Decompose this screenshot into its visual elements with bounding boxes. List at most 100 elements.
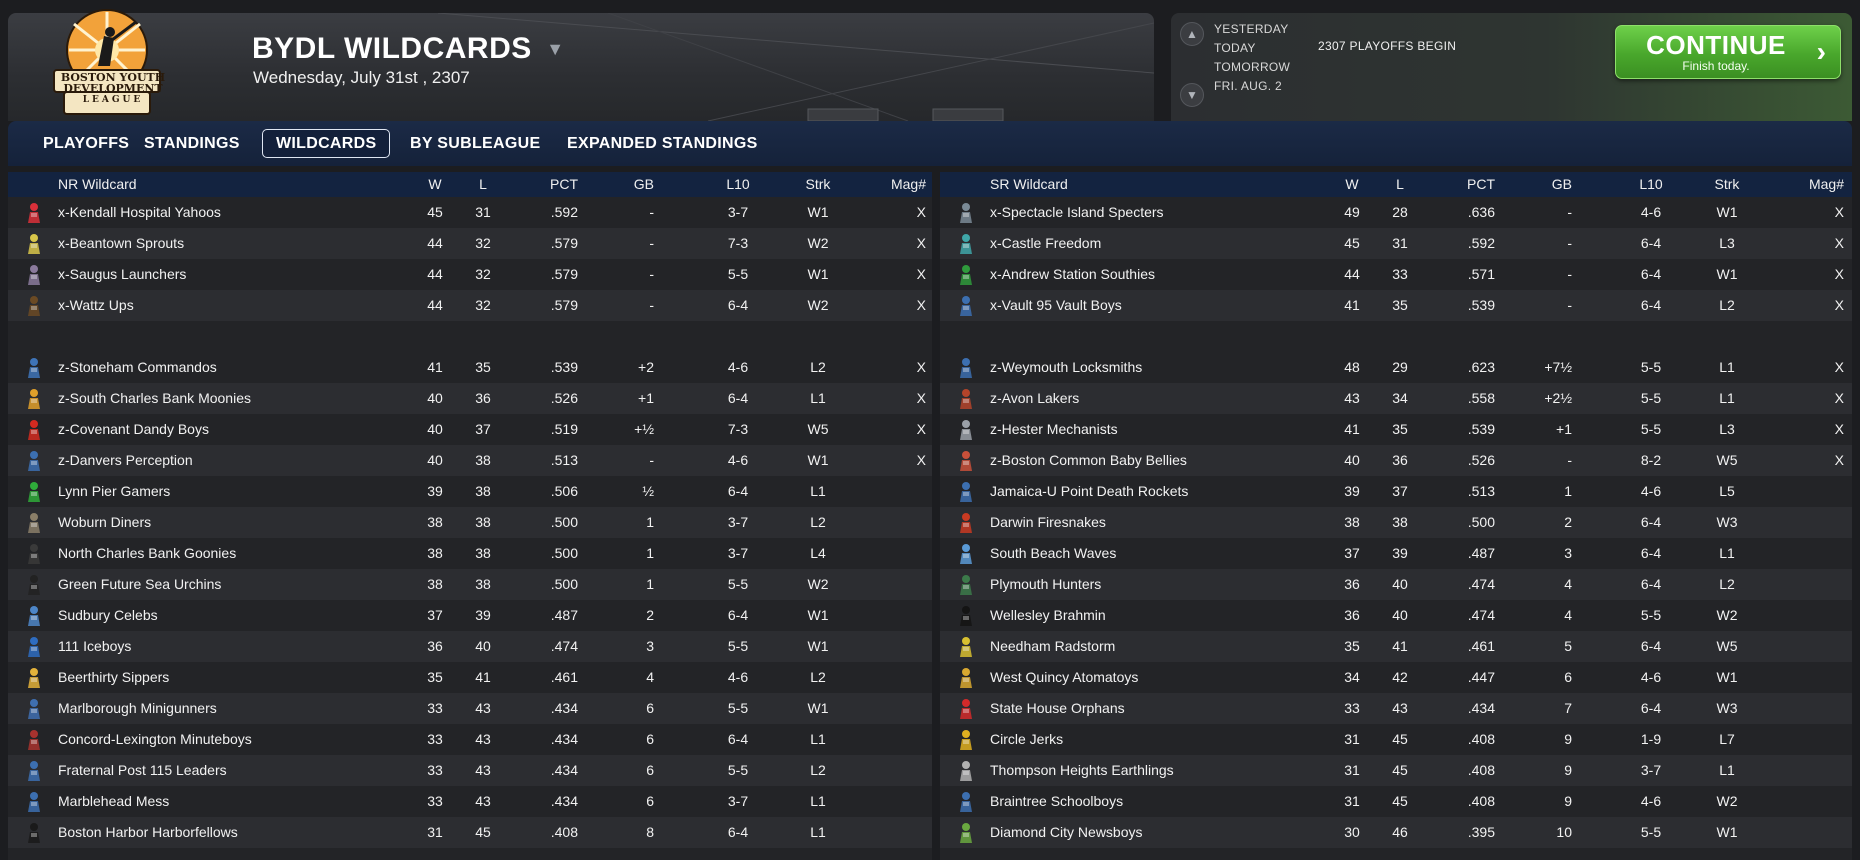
team-name[interactable]: Wellesley Brahmin	[990, 607, 1106, 623]
table-row[interactable]: x-Saugus Launchers 44 32 .579 - 5-5 W1 X	[8, 259, 932, 290]
team-name[interactable]: x-Kendall Hospital Yahoos	[58, 204, 221, 220]
column-header-l[interactable]: L	[1396, 176, 1404, 192]
tab-standings[interactable]: STANDINGS	[144, 135, 240, 152]
column-header-mag[interactable]: Mag#	[1808, 176, 1844, 192]
table-row[interactable]: Concord-Lexington Minuteboys 33 43 .434 6 6-4…	[8, 724, 932, 755]
team-name[interactable]: South Beach Waves	[990, 545, 1117, 561]
calendar-day[interactable]: TOMORROW	[1214, 60, 1291, 74]
table-row[interactable]: Fraternal Post 115 Leaders 33 43 .434 6 5-5 L2	[8, 755, 932, 786]
table-row[interactable]: x-Spectacle Island Specters 49 28 .636 - 4-6 W…	[940, 197, 1852, 228]
table-row[interactable]: x-Castle Freedom 45 31 .592 - 6-4 L3 X	[940, 228, 1852, 259]
team-name[interactable]: Braintree Schoolboys	[990, 793, 1124, 809]
team-name[interactable]: Circle Jerks	[990, 731, 1064, 747]
table-row[interactable]: Woburn Diners 38 38 .500 1 3-7 L2	[8, 507, 932, 538]
table-row[interactable]: Sudbury Celebs 37 39 .487 2 6-4 W1	[8, 600, 932, 631]
team-name[interactable]: Plymouth Hunters	[990, 576, 1102, 592]
table-row[interactable]: North Charles Bank Goonies 38 38 .500 1 3-7 L4	[8, 538, 932, 569]
team-name[interactable]: Lynn Pier Gamers	[58, 483, 171, 499]
table-row[interactable]: Jamaica-U Point Death Rockets 39 37 .513 1 4-…	[940, 476, 1852, 507]
team-name[interactable]: x-Spectacle Island Specters	[990, 204, 1164, 220]
table-row[interactable]: Thompson Heights Earthlings 31 45 .408 9 3-7 L…	[940, 755, 1852, 786]
team-name[interactable]: z-Covenant Dandy Boys	[58, 421, 209, 437]
calendar-day[interactable]: FRI. AUG. 2	[1214, 79, 1282, 93]
table-row[interactable]: z-Boston Common Baby Bellies 40 36 .526 - 8-2…	[940, 445, 1852, 476]
table-row[interactable]: State House Orphans 33 43 .434 7 6-4 W3	[940, 693, 1852, 724]
page-title-dropdown[interactable]: BYDL WILDCARDS ▼	[252, 32, 564, 66]
team-name[interactable]: x-Vault 95 Vault Boys	[990, 297, 1122, 313]
team-name[interactable]: Beerthirty Sippers	[58, 669, 170, 685]
column-header-l10[interactable]: L10	[1639, 176, 1663, 192]
team-name[interactable]: z-Avon Lakers	[990, 390, 1080, 406]
table-row[interactable]: z-Covenant Dandy Boys 40 37 .519 +½ 7-3 W5 X	[8, 414, 932, 445]
team-name[interactable]: z-Boston Common Baby Bellies	[990, 452, 1187, 468]
table-row[interactable]: Braintree Schoolboys 31 45 .408 9 4-6 W2	[940, 786, 1852, 817]
team-name[interactable]: West Quincy Atomatoys	[990, 669, 1139, 685]
table-row[interactable]: Circle Jerks 31 45 .408 9 1-9 L7	[940, 724, 1852, 755]
team-name[interactable]: x-Wattz Ups	[58, 297, 134, 313]
table-row[interactable]: South Beach Waves 37 39 .487 3 6-4 L1	[940, 538, 1852, 569]
team-name[interactable]: Thompson Heights Earthlings	[990, 762, 1174, 778]
team-name[interactable]: z-Hester Mechanists	[990, 421, 1118, 437]
table-row[interactable]: x-Vault 95 Vault Boys 41 35 .539 - 6-4 L2 X	[940, 290, 1852, 321]
table-row[interactable]: Wellesley Brahmin 36 40 .474 4 5-5 W2	[940, 600, 1852, 631]
table-row[interactable]: Boston Harbor Harborfellows 31 45 .408 8 6-4 L…	[8, 817, 932, 848]
team-name[interactable]: z-Stoneham Commandos	[58, 359, 217, 375]
column-header-pct[interactable]: PCT	[550, 176, 578, 192]
table-row[interactable]: Diamond City Newsboys 30 46 .395 10 5-5 W1	[940, 817, 1852, 848]
table-row[interactable]: z-South Charles Bank Moonies 40 36 .526 +1 6-…	[8, 383, 932, 414]
table-row[interactable]: Marblehead Mess 33 43 .434 6 3-7 L1	[8, 786, 932, 817]
column-header-l[interactable]: L	[479, 176, 487, 192]
column-header-w[interactable]: W	[1345, 176, 1359, 192]
continue-button[interactable]: CONTINUE Finish today. ›	[1615, 25, 1841, 79]
table-row[interactable]: 111 Iceboys 36 40 .474 3 5-5 W1	[8, 631, 932, 662]
team-name[interactable]: Needham Radstorm	[990, 638, 1116, 654]
team-name[interactable]: Jamaica-U Point Death Rockets	[990, 483, 1189, 499]
tab-wildcards[interactable]: WILDCARDS	[262, 129, 391, 158]
calendar-day[interactable]: TODAY	[1214, 41, 1256, 55]
table-row[interactable]: x-Wattz Ups 44 32 .579 - 6-4 W2 X	[8, 290, 932, 321]
table-row[interactable]: x-Kendall Hospital Yahoos 45 31 .592 - 3-7 W1 X	[8, 197, 932, 228]
team-name[interactable]: Diamond City Newsboys	[990, 824, 1143, 840]
tab-by-subleague[interactable]: BY SUBLEAGUE	[410, 135, 541, 152]
table-row[interactable]: z-Danvers Perception 40 38 .513 - 4-6 W1 X	[8, 445, 932, 476]
team-name[interactable]: Concord-Lexington Minuteboys	[58, 731, 252, 747]
column-header-strk[interactable]: Strk	[1714, 176, 1740, 192]
column-header-l10[interactable]: L10	[726, 176, 750, 192]
column-header-gb[interactable]: GB	[633, 176, 654, 192]
column-header-strk[interactable]: Strk	[805, 176, 831, 192]
team-name[interactable]: North Charles Bank Goonies	[58, 545, 237, 561]
team-name[interactable]: Marblehead Mess	[58, 793, 170, 809]
team-name[interactable]: Sudbury Celebs	[58, 607, 158, 623]
table-row[interactable]: x-Andrew Station Southies 44 33 .571 - 6-4 W1 X	[940, 259, 1852, 290]
tab-playoffs[interactable]: PLAYOFFS	[43, 135, 130, 152]
team-name[interactable]: x-Andrew Station Southies	[990, 266, 1155, 282]
chevron-down-icon[interactable]: ▼	[1180, 83, 1204, 107]
team-name[interactable]: Woburn Diners	[58, 514, 152, 530]
table-row[interactable]: Lynn Pier Gamers 39 38 .506 ½ 6-4 L1	[8, 476, 932, 507]
chevron-up-icon[interactable]: ▲	[1180, 22, 1204, 46]
table-row[interactable]: z-Avon Lakers 43 34 .558 +2½ 5-5 L1 X	[940, 383, 1852, 414]
team-name[interactable]: Marlborough Minigunners	[58, 700, 217, 716]
column-header-gb[interactable]: GB	[1551, 176, 1572, 192]
table-row[interactable]: Beerthirty Sippers 35 41 .461 4 4-6 L2	[8, 662, 932, 693]
team-name[interactable]: Boston Harbor Harborfellows	[58, 824, 238, 840]
column-header-mag[interactable]: Mag#	[890, 176, 926, 192]
table-row[interactable]: Darwin Firesnakes 38 38 .500 2 6-4 W3	[940, 507, 1852, 538]
table-row[interactable]: Green Future Sea Urchins 38 38 .500 1 5-5 W2	[8, 569, 932, 600]
team-name[interactable]: 111 Iceboys	[58, 638, 132, 654]
team-name[interactable]: Fraternal Post 115 Leaders	[58, 762, 227, 778]
table-row[interactable]: z-Weymouth Locksmiths 48 29 .623 +7½ 5-5 L1 X	[940, 352, 1852, 383]
team-name[interactable]: z-South Charles Bank Moonies	[58, 390, 251, 406]
team-name[interactable]: State House Orphans	[990, 700, 1125, 716]
team-name[interactable]: x-Beantown Sprouts	[58, 235, 185, 251]
calendar-day[interactable]: YESTERDAY	[1214, 22, 1289, 36]
team-name[interactable]: z-Danvers Perception	[58, 452, 193, 468]
table-row[interactable]: z-Stoneham Commandos 41 35 .539 +2 4-6 L2 X	[8, 352, 932, 383]
team-name[interactable]: z-Weymouth Locksmiths	[990, 359, 1143, 375]
chevron-down-icon[interactable]: ▼	[546, 38, 565, 59]
table-row[interactable]: Plymouth Hunters 36 40 .474 4 6-4 L2	[940, 569, 1852, 600]
team-name[interactable]: x-Saugus Launchers	[58, 266, 187, 282]
table-row[interactable]: West Quincy Atomatoys 34 42 .447 6 4-6 W1	[940, 662, 1852, 693]
tab-expanded-standings[interactable]: EXPANDED STANDINGS	[567, 135, 758, 152]
table-row[interactable]: x-Beantown Sprouts 44 32 .579 - 7-3 W2 X	[8, 228, 932, 259]
